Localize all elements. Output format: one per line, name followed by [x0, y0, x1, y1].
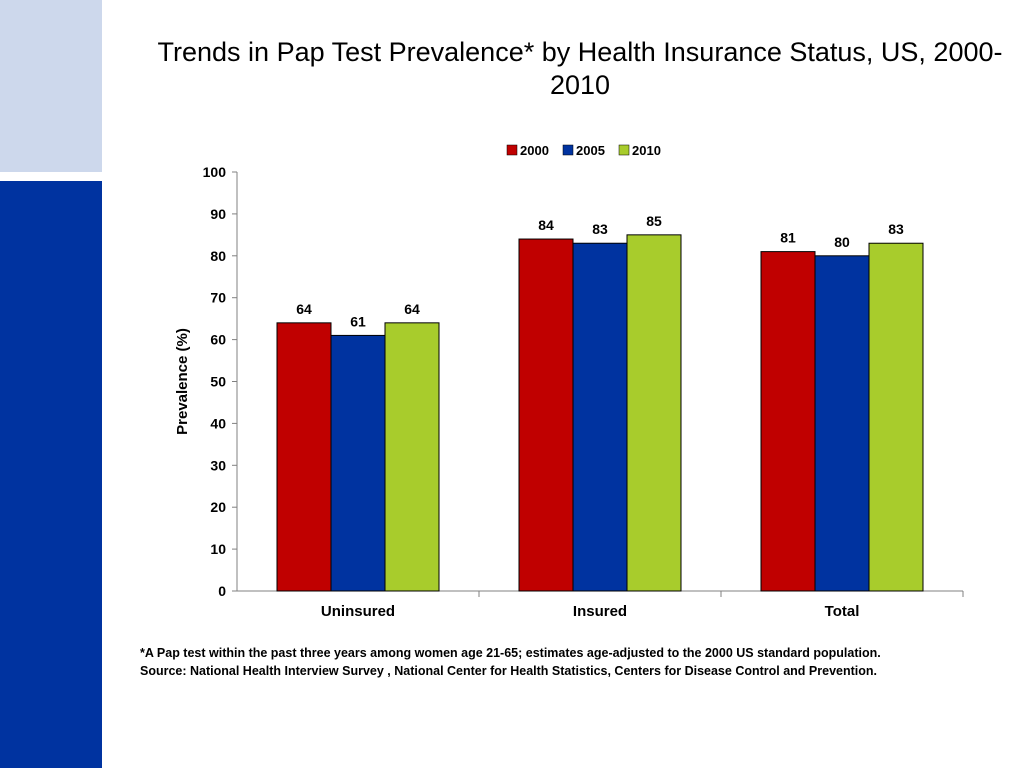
- legend-swatch-2005: [562, 144, 574, 156]
- y-tick-label: 20: [210, 499, 226, 515]
- data-label: 81: [780, 230, 796, 246]
- bar-2005-total: [814, 255, 870, 592]
- bar-2005-uninsured: [330, 334, 386, 592]
- y-tick-label: 80: [210, 248, 226, 264]
- data-label: 83: [592, 221, 608, 237]
- bar-2000-uninsured: [276, 322, 332, 592]
- y-tick-label: 0: [218, 583, 226, 599]
- footnote-source: Source: National Health Interview Survey…: [140, 664, 877, 678]
- legend-label: 2000: [520, 143, 549, 158]
- legend-swatch-2010: [618, 144, 630, 156]
- data-label: 84: [538, 217, 554, 233]
- y-tick-label: 30: [210, 457, 226, 473]
- slide-title: Trends in Pap Test Prevalence* by Health…: [157, 37, 1003, 100]
- y-tick-label: 50: [210, 374, 226, 390]
- y-tick-label: 10: [210, 541, 226, 557]
- data-label: 64: [296, 301, 312, 317]
- y-tick-label: 40: [210, 415, 226, 431]
- footnote: *A Pap test within the past three years …: [140, 644, 1020, 680]
- data-label: 61: [350, 313, 366, 329]
- y-tick-label: 100: [203, 164, 227, 180]
- bar-2010-uninsured: [384, 322, 440, 592]
- x-tick-label: Uninsured: [321, 603, 395, 620]
- data-label: 80: [834, 234, 850, 250]
- data-label: 83: [888, 221, 904, 237]
- footnote-definition: *A Pap test within the past three years …: [140, 646, 881, 660]
- y-tick-label: 70: [210, 290, 226, 306]
- sidebar-accent-light: [0, 0, 102, 172]
- legend-label: 2010: [632, 143, 661, 158]
- bar-2005-insured: [572, 242, 628, 592]
- y-axis-label: Prevalence (%): [174, 328, 191, 435]
- x-tick-label: Insured: [573, 603, 627, 620]
- data-label: 85: [646, 213, 662, 229]
- bar-2000-insured: [518, 238, 574, 592]
- x-tick-label: Total: [825, 603, 860, 620]
- bar-2000-total: [760, 251, 816, 592]
- y-tick-label: 60: [210, 332, 226, 348]
- sidebar-accent-dark: [0, 181, 102, 768]
- bar-2010-insured: [626, 234, 682, 592]
- y-tick-label: 90: [210, 206, 226, 222]
- data-label: 64: [404, 301, 420, 317]
- legend-label: 2005: [576, 143, 605, 158]
- bar-2010-total: [868, 242, 924, 592]
- legend-swatch-2000: [506, 144, 518, 156]
